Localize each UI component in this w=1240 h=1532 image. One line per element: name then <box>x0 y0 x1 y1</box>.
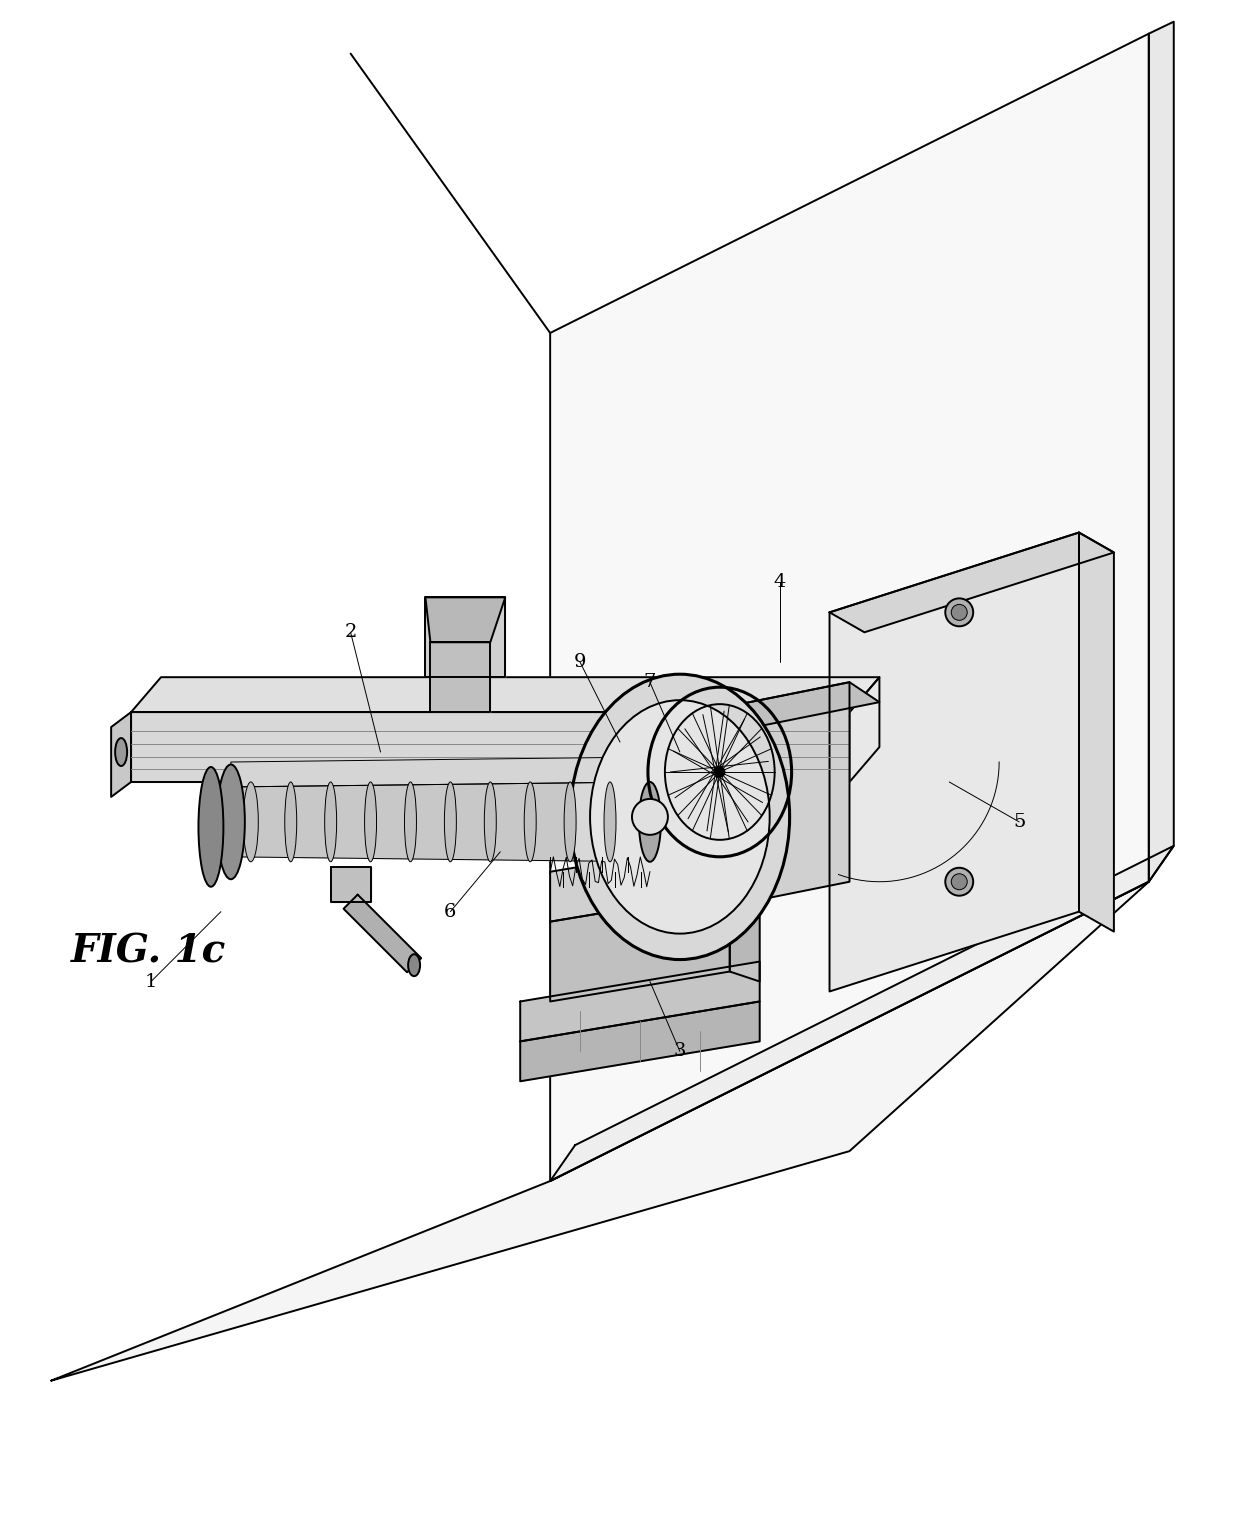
Ellipse shape <box>198 768 223 887</box>
Ellipse shape <box>525 781 536 863</box>
Ellipse shape <box>285 781 296 863</box>
Text: 4: 4 <box>774 573 786 591</box>
Ellipse shape <box>485 781 496 863</box>
Polygon shape <box>425 597 505 642</box>
Polygon shape <box>849 677 879 781</box>
Circle shape <box>951 604 967 620</box>
Ellipse shape <box>604 781 616 863</box>
Ellipse shape <box>115 738 128 766</box>
Ellipse shape <box>444 781 456 863</box>
Text: FIG. 1c: FIG. 1c <box>71 933 227 971</box>
Ellipse shape <box>325 781 336 863</box>
Circle shape <box>714 768 724 777</box>
Text: 5: 5 <box>1013 813 1025 830</box>
Ellipse shape <box>639 781 661 863</box>
Circle shape <box>632 798 668 835</box>
Polygon shape <box>131 677 879 712</box>
Polygon shape <box>699 682 879 732</box>
Circle shape <box>945 599 973 627</box>
Polygon shape <box>112 712 131 797</box>
Polygon shape <box>551 841 730 922</box>
Polygon shape <box>51 882 1148 1380</box>
Polygon shape <box>231 757 650 787</box>
Ellipse shape <box>564 781 577 863</box>
Polygon shape <box>231 781 650 863</box>
Polygon shape <box>830 533 1079 991</box>
Text: 3: 3 <box>673 1042 686 1060</box>
Polygon shape <box>551 892 730 1002</box>
Text: 1: 1 <box>145 973 157 991</box>
Polygon shape <box>1148 21 1174 882</box>
Polygon shape <box>551 34 1148 1181</box>
Ellipse shape <box>570 674 790 959</box>
Ellipse shape <box>365 781 377 863</box>
Ellipse shape <box>243 781 258 863</box>
Circle shape <box>951 873 967 890</box>
Polygon shape <box>131 712 849 781</box>
Polygon shape <box>430 642 490 712</box>
Ellipse shape <box>590 700 770 933</box>
Ellipse shape <box>219 781 242 863</box>
Ellipse shape <box>408 954 420 976</box>
Polygon shape <box>343 895 422 973</box>
Polygon shape <box>430 781 490 832</box>
Polygon shape <box>830 533 1114 633</box>
Polygon shape <box>551 846 1174 1181</box>
Polygon shape <box>699 682 849 912</box>
Ellipse shape <box>217 764 244 879</box>
Polygon shape <box>521 962 760 1042</box>
Polygon shape <box>1079 533 1114 931</box>
Polygon shape <box>425 597 505 677</box>
Text: 9: 9 <box>574 653 587 671</box>
Polygon shape <box>730 841 760 982</box>
Ellipse shape <box>404 781 417 863</box>
Circle shape <box>945 867 973 896</box>
Text: 2: 2 <box>345 624 357 642</box>
Polygon shape <box>521 1002 760 1082</box>
Text: 6: 6 <box>444 902 456 921</box>
Polygon shape <box>331 867 371 902</box>
Text: 7: 7 <box>644 673 656 691</box>
